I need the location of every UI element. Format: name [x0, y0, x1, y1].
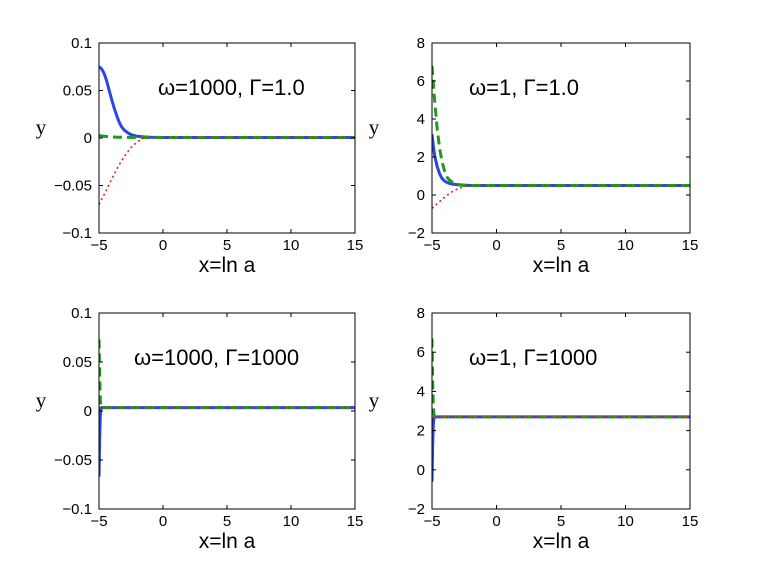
- x-tick-label: 15: [347, 513, 364, 530]
- series-line-solid: [432, 415, 690, 482]
- panel-annotation: ω=1000, Γ=1000: [134, 345, 299, 370]
- y-tick-label: 0.05: [63, 354, 92, 371]
- subplot-4: −5 0 5 10 15 −2 0 2 4 6 8 x=ln a y ω=1, Γ=1000: [369, 305, 699, 553]
- x-axis-label: x=ln a: [533, 530, 590, 553]
- x-tick-label: −5: [90, 513, 107, 530]
- x-tick-label: 0: [159, 513, 167, 530]
- y-tick-label: 0: [84, 130, 92, 147]
- y-tick-label: 4: [417, 383, 425, 400]
- y-tick-label: 0.1: [71, 305, 92, 322]
- y-axis-label: y: [36, 115, 47, 139]
- y-axis-label: y: [369, 115, 380, 139]
- x-tick-label: −5: [423, 237, 440, 254]
- x-tick-label: 5: [557, 237, 565, 254]
- series-line-dashed: [432, 338, 690, 419]
- series-line-dashed: [99, 134, 355, 140]
- x-tick-label: −5: [423, 513, 440, 530]
- y-tick-label: 8: [417, 305, 425, 322]
- x-tick-label: 0: [492, 237, 500, 254]
- x-axis-label: x=ln a: [199, 254, 256, 277]
- y-tick-label: 0: [417, 187, 425, 204]
- x-tick-label: 5: [223, 513, 231, 530]
- plot-area: [99, 313, 355, 509]
- x-tick-label: 0: [159, 237, 167, 254]
- y-tick-label: −0.05: [54, 452, 92, 469]
- y-tick-label: −0.1: [62, 501, 92, 518]
- series-line-dashed: [432, 65, 690, 187]
- y-tick-label: −2: [408, 225, 425, 242]
- subplot-3: −5 0 5 10 15 −0.1 −0.05 0 0.05 0.1 x=ln a y ω=1000, …: [36, 305, 364, 553]
- series-group: [432, 65, 690, 209]
- x-tick-label: 5: [557, 513, 565, 530]
- panel-annotation: ω=1, Γ=1.0: [469, 75, 579, 100]
- y-tick-label: −0.1: [62, 225, 92, 242]
- series-group: [432, 338, 690, 482]
- x-tick-label: 15: [347, 237, 364, 254]
- panel-annotation: ω=1000, Γ=1.0: [158, 75, 305, 100]
- series-line-dotted: [432, 416, 690, 420]
- x-axis-label: x=ln a: [199, 530, 256, 553]
- x-tick-label: 15: [682, 513, 699, 530]
- x-tick-label: 10: [617, 513, 634, 530]
- y-axis-label: y: [36, 388, 47, 412]
- subplot-2: −5 0 5 10 15 −2 0 2 4 6 8 x=ln a y ω=1, Γ=1.0: [369, 35, 699, 277]
- y-tick-label: −2: [408, 501, 425, 518]
- series-line-dashed: [99, 339, 355, 410]
- series-group: [99, 65, 355, 205]
- x-tick-label: 5: [223, 237, 231, 254]
- y-tick-label: 4: [417, 111, 425, 128]
- x-tick-label: 10: [617, 237, 634, 254]
- panel-annotation: ω=1, Γ=1000: [469, 345, 597, 370]
- x-tick-label: 15: [682, 237, 699, 254]
- x-axis-label: x=ln a: [533, 254, 590, 277]
- subplot-1: −5 0 5 10 15 −0.1 −0.05 0 0.05 0.1 x=ln a y ω=1000, …: [36, 35, 364, 277]
- y-tick-label: 6: [417, 344, 425, 361]
- y-tick-label: 2: [417, 423, 425, 440]
- y-axis-label: y: [369, 388, 380, 412]
- y-tick-label: −0.05: [54, 178, 92, 195]
- x-tick-label: 0: [492, 513, 500, 530]
- y-tick-label: 2: [417, 149, 425, 166]
- series-line-dotted: [432, 184, 690, 209]
- x-tick-label: 10: [283, 513, 300, 530]
- y-tick-label: 6: [417, 73, 425, 90]
- y-tick-label: 0.1: [71, 35, 92, 52]
- plot-area: [432, 43, 690, 233]
- series-line-solid: [99, 406, 355, 477]
- series-line-dotted: [99, 136, 355, 205]
- y-tick-label: 0: [417, 462, 425, 479]
- y-tick-label: 0.05: [63, 83, 92, 100]
- y-tick-label: 8: [417, 35, 425, 52]
- plot-area: [432, 313, 690, 509]
- x-tick-label: −5: [90, 237, 107, 254]
- series-group: [99, 339, 355, 477]
- y-tick-label: 0: [84, 403, 92, 420]
- x-tick-label: 10: [283, 237, 300, 254]
